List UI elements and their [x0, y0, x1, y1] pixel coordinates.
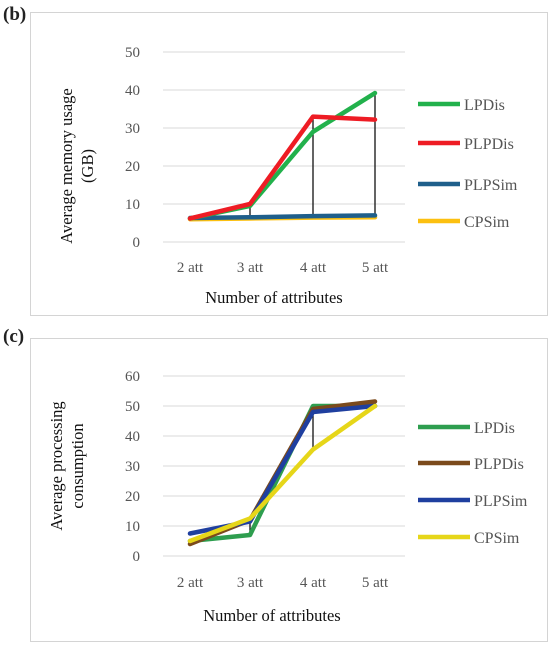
chart-c-y-tick-label: 20: [125, 489, 140, 505]
chart-b-x-tick-label: 5 att: [362, 260, 389, 276]
chart-b-x-tick-label: 2 att: [177, 260, 204, 276]
chart-c-x-tick-label: 2 att: [177, 575, 204, 591]
chart-c-y-tick-label: 10: [125, 519, 140, 535]
chart-c-x-tick-label: 4 att: [300, 575, 327, 591]
chart-c-series-line-cpsim: [187, 403, 378, 544]
chart-b-legend-label-plpdis: PLPDis: [464, 136, 514, 153]
chart-c-legend-label-plpdis: PLPDis: [474, 456, 524, 473]
panel-c-label: (c): [3, 326, 25, 347]
chart-b-legend-label-plpsim: PLPSim: [464, 177, 518, 194]
chart-c-x-tick-label: 3 att: [237, 575, 264, 591]
chart-c-y-tick-label: 40: [125, 429, 140, 445]
chart-b-y-tick-label: 10: [125, 197, 140, 213]
chart-b-series-line-plpdis: [187, 114, 378, 221]
chart-b-x-tick-label: 3 att: [237, 260, 264, 276]
chart-b-y-tick-label: 30: [125, 121, 140, 137]
chart-c-x-axis-title: Number of attributes: [203, 606, 340, 625]
chart-c-y-tick-label: 0: [133, 549, 141, 565]
chart-c-y-tick-label: 30: [125, 459, 140, 475]
chart-c-legend-label-plpsim: PLPSim: [474, 493, 528, 510]
chart-c-y-tick-label: 60: [125, 369, 140, 385]
chart-c-legend-label-lpdis: LPDis: [474, 420, 515, 437]
chart-b-legend-label-lpdis: LPDis: [464, 97, 505, 114]
chart-b-frame: [30, 12, 548, 316]
chart-c-frame: [30, 338, 548, 642]
chart-b-y-axis-title: (GB): [78, 149, 97, 183]
chart-b-y-tick-label: 40: [125, 83, 140, 99]
chart-c-y-axis-title: consumption: [68, 423, 87, 508]
chart-c-x-tick-label: 5 att: [362, 575, 389, 591]
chart-b-series-line-plpsim: [187, 213, 378, 221]
chart-b-x-tick-label: 4 att: [300, 260, 327, 276]
chart-b-legend-label-cpsim: CPSim: [464, 214, 510, 231]
chart-c-y-axis-title: Average processing: [47, 401, 66, 530]
chart-b-y-tick-label: 20: [125, 159, 140, 175]
chart-c-y-tick-label: 50: [125, 399, 140, 415]
panel-b-label: (b): [3, 4, 27, 25]
chart-c-legend-label-cpsim: CPSim: [474, 530, 520, 547]
chart-b-y-tick-label: 50: [125, 45, 140, 61]
chart-b-x-axis-title: Number of attributes: [205, 288, 342, 307]
chart-b-y-tick-label: 0: [133, 235, 141, 251]
chart-b-y-axis-title: Average memory usage: [57, 88, 76, 243]
